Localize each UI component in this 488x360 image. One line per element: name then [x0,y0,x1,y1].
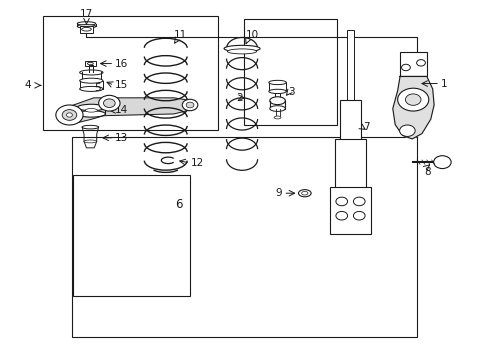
Text: 4: 4 [25,80,31,90]
Circle shape [99,95,120,111]
Ellipse shape [77,24,96,28]
Circle shape [433,156,450,168]
Ellipse shape [434,158,442,167]
Circle shape [182,99,198,111]
Bar [72,137,416,337]
Ellipse shape [269,97,285,105]
Circle shape [353,211,365,220]
Text: 13: 13 [115,133,128,143]
Polygon shape [392,76,433,139]
Text: 5: 5 [94,83,101,93]
Polygon shape [63,98,196,123]
Text: 1: 1 [440,79,446,89]
Ellipse shape [268,80,286,85]
Text: 14: 14 [115,105,128,115]
Ellipse shape [227,49,256,54]
Circle shape [66,113,72,117]
Circle shape [399,125,414,136]
Ellipse shape [80,78,103,83]
Ellipse shape [77,104,105,111]
Ellipse shape [268,89,286,94]
FancyBboxPatch shape [268,82,286,91]
Bar [73,175,190,296]
Ellipse shape [274,116,281,119]
Text: 12: 12 [191,158,204,168]
Ellipse shape [80,86,103,91]
Text: 3: 3 [287,87,294,98]
Circle shape [335,211,347,220]
Bar [244,19,336,125]
Ellipse shape [80,70,103,75]
Text: 7: 7 [362,122,368,132]
Ellipse shape [269,106,285,111]
Circle shape [103,99,115,108]
Bar [399,52,426,76]
Circle shape [186,102,194,108]
Text: 6: 6 [175,198,182,211]
Circle shape [335,197,347,206]
Ellipse shape [84,140,97,143]
Ellipse shape [224,45,260,52]
Circle shape [56,105,83,125]
Bar [339,100,361,141]
Text: 16: 16 [115,59,128,68]
Circle shape [416,60,425,66]
Circle shape [397,88,428,111]
Text: 15: 15 [115,80,128,90]
Circle shape [405,94,420,105]
Text: 11: 11 [174,30,187,40]
Ellipse shape [77,22,96,25]
Text: 9: 9 [275,188,282,198]
Ellipse shape [85,109,97,112]
Circle shape [62,110,77,120]
Text: 8: 8 [423,167,430,177]
Bar [334,139,366,189]
FancyBboxPatch shape [80,26,93,33]
Circle shape [401,64,409,71]
FancyBboxPatch shape [84,61,96,66]
Ellipse shape [87,62,93,65]
Bar [329,187,370,234]
Text: 10: 10 [245,30,259,40]
Ellipse shape [81,27,91,31]
Bar [346,30,353,102]
Ellipse shape [301,192,307,195]
Ellipse shape [77,111,105,117]
Ellipse shape [82,125,99,129]
Circle shape [353,197,365,206]
Text: 17: 17 [80,9,93,18]
Text: 2: 2 [235,93,242,103]
Ellipse shape [298,190,310,197]
Bar [42,16,217,130]
